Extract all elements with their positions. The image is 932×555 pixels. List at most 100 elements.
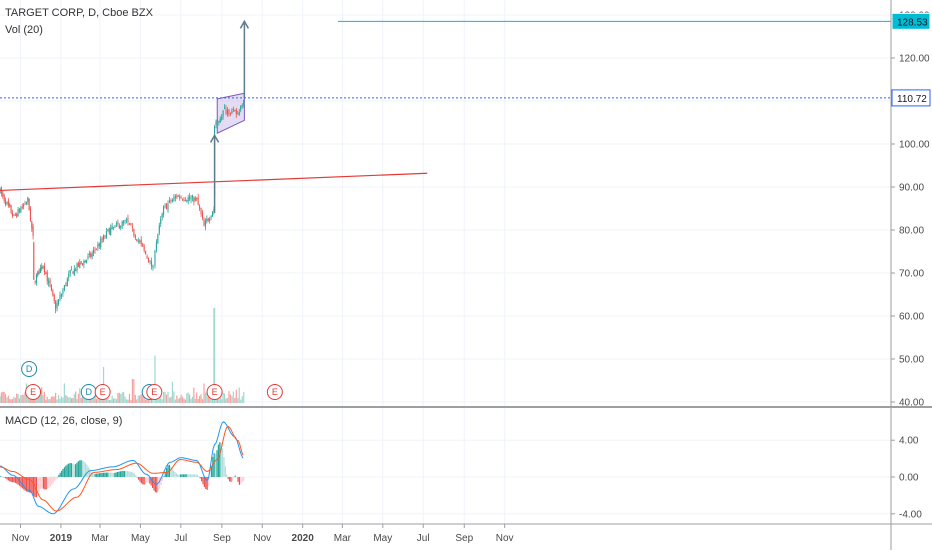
volume-bar bbox=[105, 396, 108, 403]
candle-body bbox=[91, 253, 93, 257]
candle-body bbox=[79, 262, 81, 268]
macd-histogram-bar bbox=[110, 472, 112, 477]
arrow-1-head[interactable] bbox=[209, 133, 220, 143]
flag-channel[interactable] bbox=[216, 92, 245, 135]
macd-line bbox=[0, 421, 244, 515]
candle-body bbox=[65, 284, 67, 286]
candle-body bbox=[117, 222, 119, 225]
macd-histogram-bar bbox=[133, 473, 135, 477]
macd-histogram-bar bbox=[12, 477, 14, 483]
candle-body bbox=[123, 221, 125, 223]
macd-histogram-bar bbox=[173, 470, 175, 477]
candle-body bbox=[145, 250, 147, 255]
event-markers[interactable]: DEDEDEEE bbox=[21, 361, 283, 400]
macd-histogram-bar bbox=[233, 477, 235, 479]
candle-body bbox=[62, 289, 64, 294]
macd-histogram-bar bbox=[91, 473, 93, 477]
candle-body bbox=[59, 295, 61, 300]
volume-bar bbox=[65, 394, 67, 403]
macd-histogram-bar bbox=[236, 476, 238, 478]
volume-bar bbox=[206, 392, 208, 403]
candle-body bbox=[115, 223, 118, 225]
candle-body bbox=[150, 261, 153, 267]
candle-body bbox=[10, 205, 12, 214]
volume-bar bbox=[170, 396, 172, 403]
event-marker-earnings[interactable] bbox=[206, 384, 223, 400]
candle-body bbox=[76, 263, 78, 271]
macd-histogram-bar bbox=[216, 450, 218, 477]
volume-bar bbox=[108, 399, 110, 403]
candle-body bbox=[167, 203, 169, 211]
volume-bar bbox=[42, 395, 44, 403]
axes: 40.00 50.00 60.00 70.00 80.00 90.00 100.00 110.… bbox=[12, 11, 931, 544]
candle-body bbox=[110, 227, 112, 236]
time-tick-label: Nov bbox=[496, 533, 514, 544]
candle-body bbox=[53, 294, 55, 302]
candle-body bbox=[21, 206, 23, 208]
volume-bar bbox=[127, 399, 129, 403]
macd-histogram-bar bbox=[40, 477, 42, 490]
volume-bar bbox=[137, 395, 139, 403]
event-marker-earnings[interactable] bbox=[146, 384, 163, 400]
macd-histogram-bar bbox=[205, 477, 207, 490]
candlesticks bbox=[0, 99, 245, 314]
candle-body bbox=[194, 198, 196, 201]
candle-body bbox=[173, 197, 175, 201]
arrow-2-head[interactable] bbox=[239, 19, 250, 29]
candle-body bbox=[108, 227, 110, 234]
volume-bar bbox=[62, 397, 64, 403]
candle-body bbox=[71, 269, 73, 271]
drawings[interactable] bbox=[0, 19, 891, 213]
candle-body bbox=[201, 212, 204, 219]
macd-histogram-bar bbox=[131, 472, 133, 477]
volume-bar bbox=[32, 398, 34, 403]
macd-histogram-bar bbox=[185, 474, 187, 477]
volume-bar bbox=[59, 398, 61, 403]
macd-histogram-bar bbox=[93, 474, 95, 477]
current-price-tag-label: 110.72 bbox=[897, 94, 927, 105]
macd-histogram-bar bbox=[217, 444, 219, 477]
macd-histogram-bar bbox=[170, 466, 172, 477]
time-tick-label: Sep bbox=[455, 533, 473, 544]
event-marker-earnings[interactable] bbox=[266, 384, 283, 400]
trend-line[interactable] bbox=[0, 172, 428, 192]
candle-body bbox=[235, 109, 237, 114]
macd-histogram-bar bbox=[163, 476, 165, 477]
macd-histogram-bar bbox=[0, 475, 2, 477]
macd-histogram-bar bbox=[59, 472, 61, 477]
volume-bar bbox=[117, 393, 119, 403]
macd-histogram-bar bbox=[17, 477, 19, 485]
volume-bar bbox=[76, 399, 78, 403]
drawing-back bbox=[216, 92, 245, 135]
candle-body bbox=[229, 113, 231, 115]
price-tick-label: 100.00 bbox=[899, 140, 930, 151]
candle-body bbox=[231, 110, 233, 114]
event-marker-earnings[interactable] bbox=[94, 384, 111, 400]
volume-bar bbox=[49, 399, 51, 403]
time-tick-label: Mar bbox=[91, 533, 109, 544]
candle-body bbox=[133, 228, 135, 236]
macd-tick-label: -4.00 bbox=[899, 509, 922, 520]
volume-bar bbox=[189, 394, 191, 403]
volume-bar bbox=[46, 396, 48, 403]
macd-histogram-bar bbox=[223, 457, 225, 477]
price-tick-label: 80.00 bbox=[899, 226, 924, 237]
candle-body bbox=[200, 207, 202, 215]
macd-histogram-bar bbox=[132, 472, 134, 477]
volume-bar bbox=[235, 389, 237, 403]
volume-bar bbox=[176, 395, 178, 403]
time-tick-label: Jul bbox=[417, 533, 430, 544]
candle-body bbox=[38, 270, 40, 275]
volume-bar bbox=[38, 394, 40, 403]
candle-body bbox=[210, 216, 212, 218]
candle-body bbox=[131, 226, 133, 228]
event-marker-dividend[interactable] bbox=[21, 361, 38, 377]
macd-histogram-bar bbox=[79, 460, 81, 477]
macd-histogram-bar bbox=[138, 477, 140, 480]
macd-histogram-bar bbox=[167, 465, 169, 477]
macd-histogram-bar bbox=[23, 477, 25, 490]
event-marker-earnings[interactable] bbox=[25, 384, 42, 400]
volume-bar bbox=[226, 397, 229, 403]
